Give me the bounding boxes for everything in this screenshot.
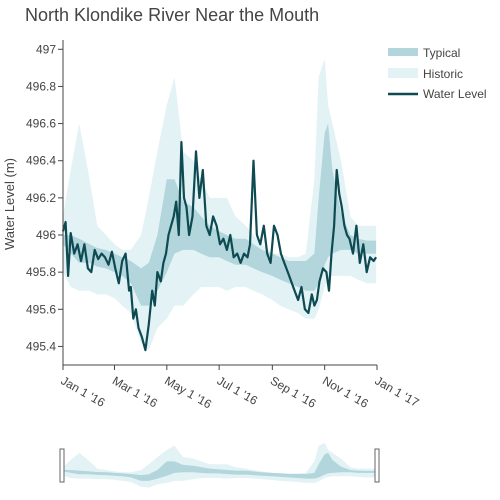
- y-axis: 495.4 495.6 495.8 496 496.2 496.4 496.6 496.8 49…: [26, 40, 64, 365]
- y-tick-label: 496.4: [26, 154, 56, 168]
- y-tick-label: 495.4: [26, 339, 56, 353]
- series-water-level-line: [61, 141, 378, 352]
- legend-item-water-level[interactable]: Water Level: [388, 87, 487, 101]
- x-axis: Jan 1 '16 Mar 1 '16 May 1 '16 Jul 1 '16 Sep …: [59, 364, 422, 412]
- chart-title: North Klondike River Near the Mouth: [25, 5, 319, 25]
- range-slider-handle-left[interactable]: [59, 448, 65, 483]
- range-slider-preview: [63, 442, 377, 488]
- range-slider[interactable]: [59, 442, 380, 488]
- range-slider-handle-right[interactable]: [374, 448, 380, 483]
- y-tick-label: 496.8: [26, 79, 56, 93]
- x-tick-label: Jul 1 '16: [215, 373, 261, 407]
- x-tick-label: Mar 1 '16: [110, 373, 160, 410]
- y-tick-label: 495.8: [26, 265, 56, 279]
- y-tick-label: 496.2: [26, 191, 56, 205]
- legend: Typical Historic Water Level: [388, 46, 487, 101]
- x-tick-label: Jan 1 '16: [59, 373, 108, 409]
- legend-label-typical: Typical: [423, 46, 460, 60]
- x-tick-label: Sep 1 '16: [268, 373, 319, 410]
- y-tick-label: 497: [36, 42, 56, 56]
- x-tick-label: Jan 1 '17: [373, 373, 422, 409]
- legend-label-water-level: Water Level: [423, 87, 487, 101]
- legend-swatch-historic: [388, 68, 418, 78]
- y-axis-title: Water Level (m): [2, 158, 17, 250]
- plot-area[interactable]: [61, 58, 378, 352]
- y-tick-label: 496: [36, 228, 56, 242]
- x-tick-label: May 1 '16: [162, 373, 214, 411]
- legend-swatch-typical: [388, 48, 418, 56]
- legend-item-typical[interactable]: Typical: [388, 46, 460, 60]
- x-tick-label: Nov 1 '16: [320, 373, 371, 410]
- legend-item-historic[interactable]: Historic: [388, 67, 463, 81]
- y-tick-label: 496.6: [26, 117, 56, 131]
- legend-label-historic: Historic: [423, 67, 463, 81]
- y-tick-label: 495.6: [26, 302, 56, 316]
